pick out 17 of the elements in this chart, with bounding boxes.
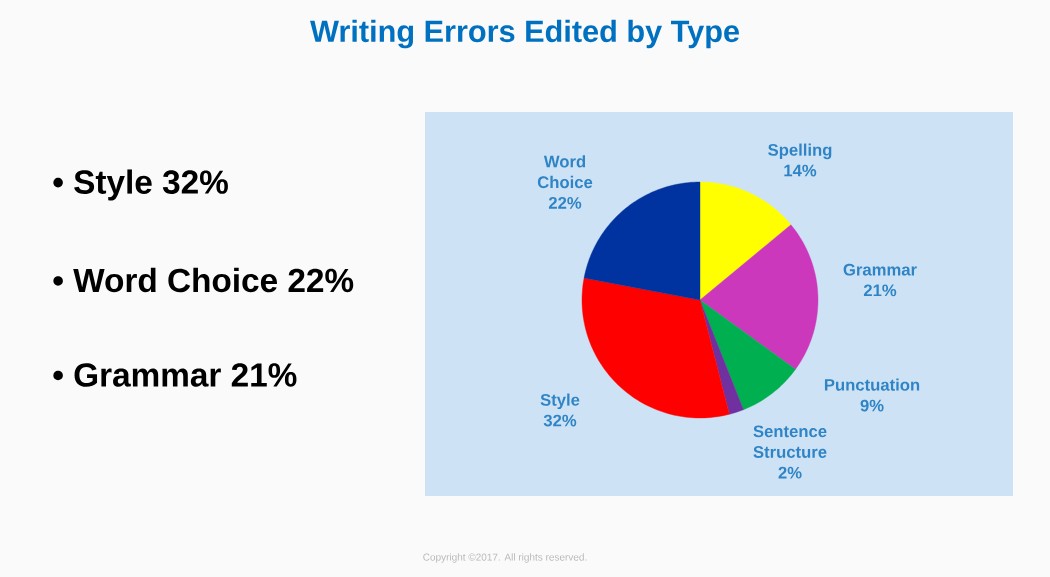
data-label: 22% <box>548 197 582 209</box>
data-label: 21% <box>863 284 897 297</box>
text: • Grammar 21% <box>53 363 297 387</box>
slice-label: Spelling <box>768 143 832 160</box>
slice-label: Sentence Structure <box>753 425 827 458</box>
slice-label: Style <box>540 393 580 410</box>
data-label: 32% <box>543 414 577 427</box>
text: • Word Choice 22% <box>53 267 354 293</box>
data-label: 14% <box>784 164 817 177</box>
chart-title: Writing Errors Edited by Type <box>310 19 739 49</box>
slice-label: Grammar <box>843 263 917 276</box>
slice-label: Word Choice <box>537 155 593 189</box>
text: • Style 32% <box>53 169 228 201</box>
data-label: 2% <box>778 466 802 479</box>
text: Copyright ©2017. All rights reserved. <box>423 553 587 563</box>
slice-label: Punctuation <box>824 378 920 391</box>
data-label: 9% <box>860 399 884 412</box>
